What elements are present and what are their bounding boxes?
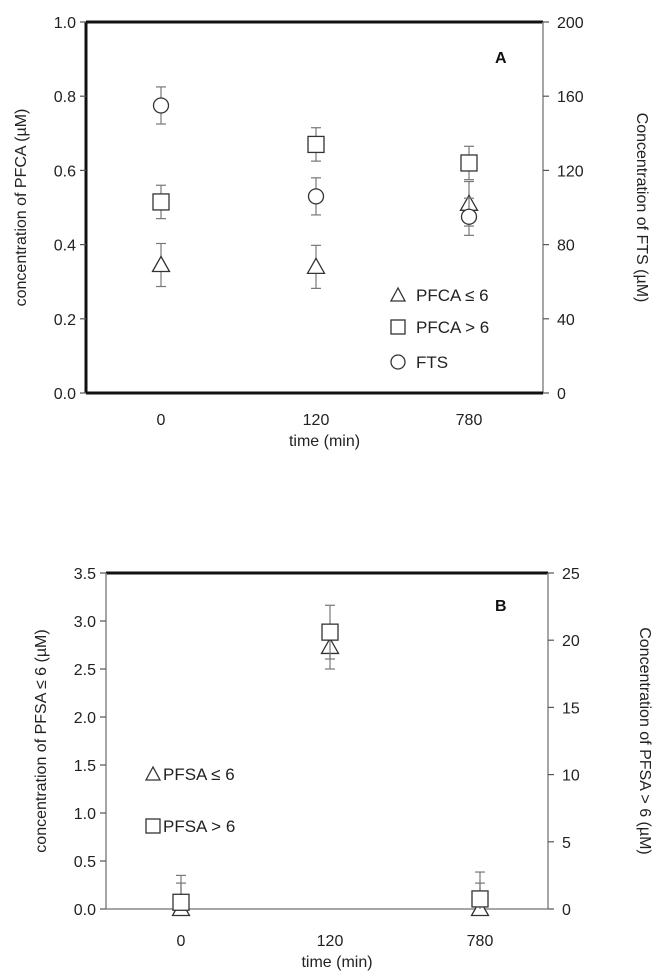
y2-tick-label: 25 [562, 566, 580, 583]
y-tick-label: 1.0 [74, 806, 96, 823]
y-tick-label: 0.2 [54, 312, 76, 329]
chart-panel-A: 0.0 0.2 0.4 0.6 0.8 1.0 0 40 80 120 160 200 0 120 780 t… [13, 15, 650, 450]
legend-label: PFCA > 6 [416, 318, 489, 337]
data-point-square [471, 890, 489, 908]
data-point-square [460, 154, 478, 172]
x-tick-label: 780 [467, 933, 494, 950]
panel-letter: A [495, 50, 507, 67]
y-tick-label: 0.0 [74, 902, 96, 919]
y-tick-label: 0.5 [74, 854, 96, 871]
x-tick-label: 0 [177, 933, 186, 950]
x-tick-label: 0 [157, 412, 166, 429]
legend-label: FTS [416, 353, 448, 372]
y-tick-label: 0.8 [54, 89, 76, 106]
y-axis-title: concentration of PFCA (µM) [13, 109, 30, 307]
data-point-triangle [306, 257, 326, 275]
y-tick-label: 0.4 [54, 238, 76, 255]
data-point-square [307, 135, 325, 154]
y2-tick-label: 80 [557, 238, 575, 255]
y-tick-label: 0.0 [54, 386, 76, 403]
y-tick-label: 0.6 [54, 163, 76, 180]
y2-tick-label: 10 [562, 768, 580, 785]
legend-marker-square [390, 319, 406, 335]
legend-marker-triangle [389, 286, 407, 302]
data-point-circle [152, 97, 170, 114]
y-tick-label: 2.5 [74, 662, 96, 679]
y-tick-label: 2.0 [74, 710, 96, 727]
x-tick-label: 780 [456, 412, 483, 429]
x-tick-label: 120 [317, 933, 344, 950]
data-point-circle [460, 208, 478, 225]
legend-marker-square [145, 818, 161, 834]
y2-tick-label: 20 [562, 633, 580, 650]
y2-tick-label: 0 [557, 386, 566, 403]
data-point-square [172, 893, 190, 911]
y-axis-title: concentration of PFSA ≤ 6 (µM) [33, 629, 50, 852]
legend-label: PFSA ≤ 6 [163, 765, 235, 784]
y2-tick-label: 120 [557, 163, 584, 180]
y2-tick-label: 200 [557, 15, 584, 32]
y-tick-label: 1.5 [74, 758, 96, 775]
y2-tick-label: 0 [562, 902, 571, 919]
y2-axis-title: Concentration of FTS (µM) [633, 113, 650, 303]
panel-letter: B [495, 598, 507, 615]
legend-marker-triangle [144, 765, 162, 781]
x-axis-title: time (min) [301, 954, 372, 971]
data-point-square [321, 623, 339, 641]
x-axis-title: time (min) [289, 433, 360, 450]
y-tick-label: 1.0 [54, 15, 76, 32]
y2-tick-label: 40 [557, 312, 575, 329]
y-tick-label: 3.0 [74, 614, 96, 631]
chart-panel-B: 0.0 0.5 1.0 1.5 2.0 2.5 3.0 3.5 0 5 10 15 20 25 0 120 78… [33, 566, 653, 971]
legend-label: PFSA > 6 [163, 817, 235, 836]
data-point-triangle [151, 255, 171, 273]
y2-axis-title: Concentration of PFSA > 6 (µM) [636, 627, 653, 855]
legend-marker-circle [390, 354, 406, 370]
data-point-square [152, 193, 170, 211]
data-point-circle [307, 188, 325, 205]
y2-tick-label: 5 [562, 835, 571, 852]
y-tick-label: 3.5 [74, 566, 96, 583]
y2-tick-label: 15 [562, 700, 580, 717]
legend-label: PFCA ≤ 6 [416, 286, 489, 305]
y2-tick-label: 160 [557, 89, 584, 106]
x-tick-label: 120 [303, 412, 330, 429]
